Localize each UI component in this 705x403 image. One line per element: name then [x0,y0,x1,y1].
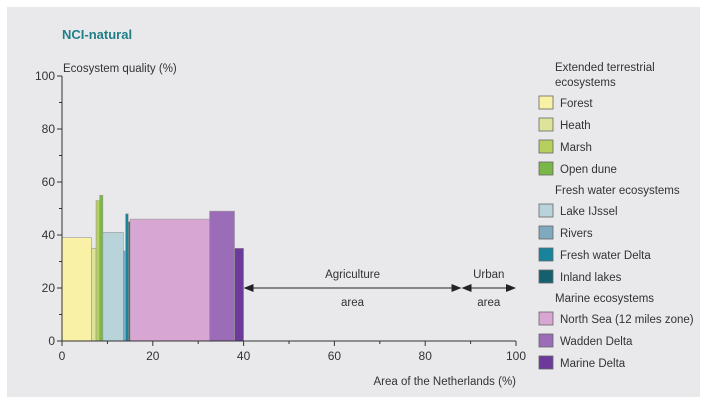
y-tick-label: 20 [42,281,56,295]
y-tick-label: 100 [35,69,55,83]
legend: Extended terrestrial ecosystems Forest Heat… [538,62,694,370]
legend-item-label: Heath [560,120,591,132]
bar-open-dune [99,194,104,342]
legend-item-label: Lake IJssel [560,206,618,218]
y-tick-label: 80 [42,122,56,136]
legend-item-label: Fresh water Delta [560,250,651,262]
legend-group-title: ecosystems [555,77,616,89]
annotation-sublabel: area [341,297,365,309]
y-tick-label: 60 [42,175,56,189]
x-tick-label: 60 [328,349,342,363]
x-tick-label: 20 [146,349,160,363]
legend-group-title: Fresh water ecosystems [555,185,680,197]
bar-forest [61,237,92,342]
x-tick-label: 40 [237,349,251,363]
legend-swatch [538,333,554,348]
chart-title: NCI-natural [62,27,132,42]
bar-rivers [122,250,126,342]
legend-item-label: Marsh [560,142,592,154]
legend-item-label: North Sea (12 miles zone) [560,314,694,326]
legend-swatch [538,269,554,284]
bar-fresh-water-delta [125,213,129,342]
legend-group-title: Extended terrestrial [555,62,655,74]
bar-heath [91,247,97,342]
legend-item-label: Rivers [560,228,593,240]
legend-swatch [538,117,554,132]
legend-item-label: Open dune [560,164,617,176]
x-tick-label: 100 [506,349,526,363]
axes-layer: 0 20 40 60 80 100 0 20 40 60 80 100 [35,69,526,363]
legend-swatch [538,311,554,326]
legend-swatch [538,95,554,110]
bar-lake-ijssel [102,232,124,342]
chart-panel: NCI-natural Ecosystem quality (%) Area o… [7,7,700,397]
legend-group-title: Marine ecosystems [555,293,654,305]
legend-swatch [538,139,554,154]
x-tick-label: 0 [59,349,66,363]
legend-swatch [538,247,554,262]
y-tick-label: 0 [48,334,55,348]
x-tick-label: 80 [419,349,433,363]
legend-swatch [538,225,554,240]
y-tick-label: 40 [42,228,56,242]
legend-item-label: Wadden Delta [560,336,633,348]
annotation-label: Agriculture [325,269,380,281]
legend-swatch [538,203,554,218]
legend-item-label: Forest [560,98,593,110]
bar-marine-delta [234,247,244,342]
bar-marsh [95,200,100,342]
x-axis-label: Area of the Netherlands (%) [373,376,516,388]
legend-item-label: Inland lakes [560,272,622,284]
annotations-layer: Agriculture area Urban area [243,269,516,309]
y-axis-label: Ecosystem quality (%) [63,63,177,75]
annotation-sublabel: area [477,297,501,309]
legend-item-label: Marine Delta [560,358,626,370]
bar-wadden-delta [209,210,235,342]
chart: NCI-natural Ecosystem quality (%) Area o… [35,27,694,388]
bar-north-sea-12-miles-zone [129,218,210,342]
annotation-label: Urban [473,269,504,281]
legend-swatch [538,161,554,176]
bars-layer [61,194,244,342]
legend-swatch [538,355,554,370]
